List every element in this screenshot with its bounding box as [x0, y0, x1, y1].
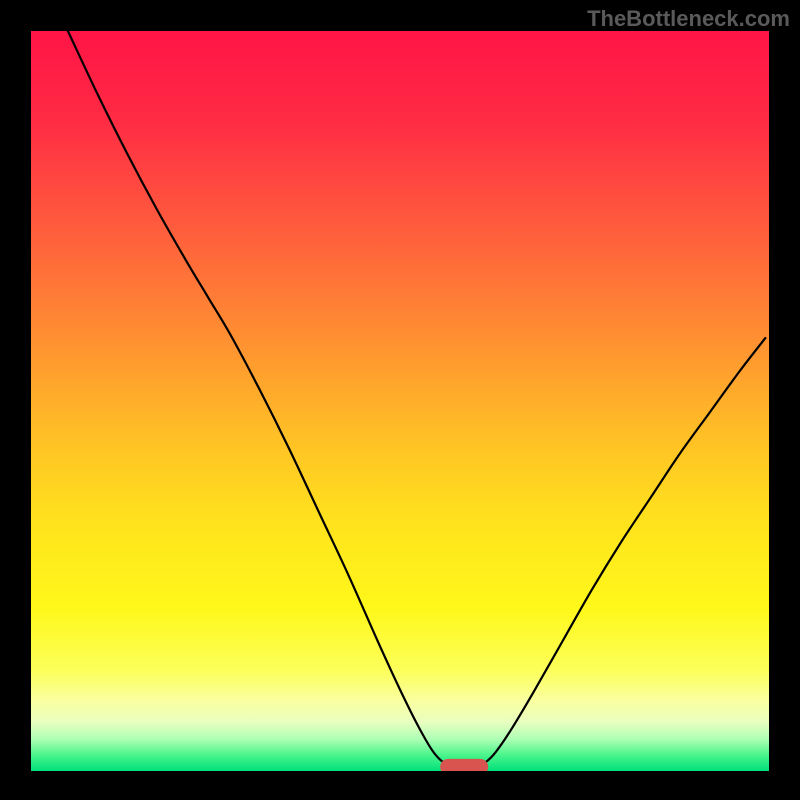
chart-container: TheBottleneck.com	[0, 0, 800, 800]
plot-background	[31, 31, 769, 771]
attribution-label: TheBottleneck.com	[587, 6, 790, 32]
plot-svg	[31, 31, 769, 771]
optimum-marker	[440, 759, 488, 771]
